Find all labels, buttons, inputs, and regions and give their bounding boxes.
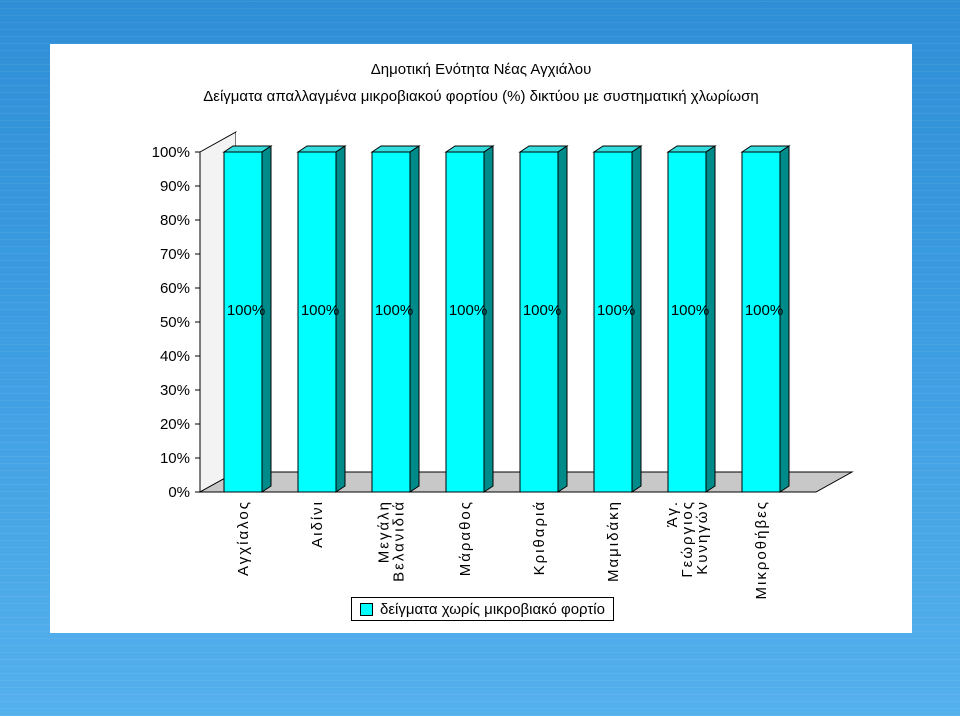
chart-plot: 0% 10% 20% 30% 40% 50% 60% 70% 80% 90% 100% 100% 100… [152,131,854,599]
bar-side [261,145,272,493]
x-tick-label: Κυνηγών [694,500,711,575]
data-label: 100% [227,302,265,319]
data-label: 100% [597,302,635,319]
x-tick-label: Κριθαριά [531,500,548,575]
bar [223,151,263,493]
y-tick-label: 90% [160,178,190,195]
y-tick-label: 10% [160,450,190,467]
data-label: 100% [301,302,339,319]
bar-side [483,145,494,493]
bar-side [409,145,420,493]
x-tick-label: Άγ. [664,500,681,527]
chart-subtitle: Δείγματα απαλλαγμένα μικροβιακού φορτίου… [203,88,759,105]
bar [297,151,337,493]
y-tick-label: 30% [160,382,190,399]
chart-legend: δείγματα χωρίς μικροβιακό φορτίο [351,597,614,621]
x-tick-label: Αιδίνι [309,500,326,548]
bar-side [631,145,642,493]
y-tick-label: 50% [160,314,190,331]
x-tick-label: Γεώργιος [679,500,696,578]
x-tick-label: Μάραθος [457,500,474,576]
x-tick-label: Μεγάλη [376,500,393,563]
data-label: 100% [671,302,709,319]
data-label: 100% [523,302,561,319]
data-label: 100% [449,302,487,319]
y-tick-label: 80% [160,212,190,229]
bar [741,151,781,493]
bar-side [557,145,568,493]
y-tick-label: 20% [160,416,190,433]
x-tick-label: Μαμιδάκη [605,500,622,582]
y-tick-label: 100% [152,144,190,161]
legend-swatch [360,602,373,616]
y-tick-label: 0% [168,484,190,501]
bar-side [705,145,716,493]
chart-panel: Δημοτική Ενότητα Νέας Αγχιάλου Δείγματα … [50,44,912,633]
x-tick-label: Βελανιδιά [391,500,408,582]
y-tick-label: 70% [160,246,190,263]
bar [519,151,559,493]
data-label: 100% [375,302,413,319]
bar-side [335,145,346,493]
x-tick-label: Μικροθήβες [753,500,770,599]
y-tick-label: 60% [160,280,190,297]
bar [593,151,633,493]
chart-title: Δημοτική Ενότητα Νέας Αγχιάλου [370,61,592,78]
data-label: 100% [745,302,783,319]
bar [445,151,485,493]
bar [667,151,707,493]
legend-label: δείγματα χωρίς μικροβιακό φορτίο [380,600,605,618]
bar-side [779,145,790,493]
y-tick-label: 40% [160,348,190,365]
x-tick-label: Αγχίαλος [235,500,252,576]
bar [371,151,411,493]
